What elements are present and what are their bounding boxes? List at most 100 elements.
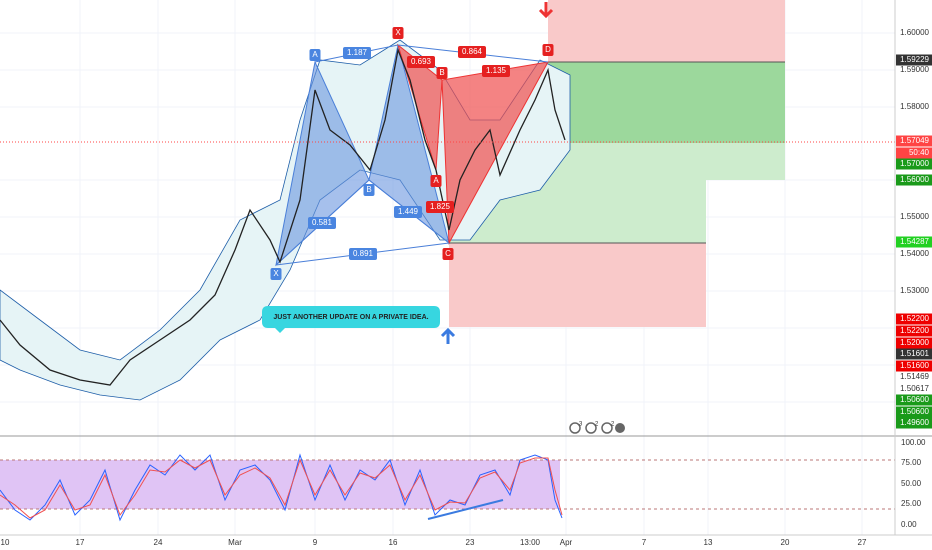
callout [262,306,440,333]
price-label: 1.56000 [900,175,929,184]
pattern-label: A [433,176,439,185]
price-label: 50:40 [909,148,930,157]
price-label: 1.57049 [900,136,929,145]
pattern-label: 1.135 [486,66,507,75]
price-label: 1.59229 [900,55,929,64]
time-label: 7 [642,538,647,547]
pattern-label-bg [426,201,454,213]
pattern-label-bg [308,217,336,229]
price-label-bg [896,147,932,159]
pattern-label-bg [436,67,448,79]
price-label: 1.52200 [900,314,929,323]
price-label: 1.53000 [900,286,929,295]
pattern-label-bg [458,46,486,58]
time-label: 10 [1,538,10,547]
pattern-label-bg [309,49,321,61]
pattern-label-bg [270,268,282,280]
event-icon [569,422,581,434]
short-target-zone [548,62,785,143]
oscillator-label: 0.00 [901,520,917,529]
price-label: 1.52200 [900,326,929,335]
short-stop-zone [548,0,785,62]
price-label-bg [896,158,932,170]
pattern-label: B [366,185,371,194]
pattern-label: 0.864 [462,47,483,56]
price-label-bg [896,135,932,147]
event-icon [585,422,597,434]
price-label: 1.58000 [900,102,929,111]
price-label: 1.57000 [900,159,929,168]
price-label: 1.51601 [900,349,929,358]
time-label: 9 [313,538,318,547]
pattern-label-bg [407,56,435,68]
divergence-line [427,499,504,520]
pattern-label-bg [442,248,454,260]
price-label: 1.59000 [900,65,929,74]
event-badge: 2 [611,422,615,428]
pattern-label: 1.187 [347,48,368,57]
oscillator-label: 50.00 [901,479,922,488]
price-label-bg [896,348,932,360]
price-label: 1.60000 [900,28,929,37]
price-label-bg [896,325,932,337]
pattern-label: 0.693 [411,57,432,66]
price-label: 1.50600 [900,407,929,416]
pattern-label-bg [349,248,377,260]
price-label: 1.50617 [900,384,929,393]
price-label: 1.54287 [900,237,929,246]
price-label-bg [896,313,932,325]
event-icon [601,422,613,434]
pattern-label-bg [542,44,554,56]
pattern-label-bg [392,27,404,39]
buy-arrow [440,327,456,344]
time-label: 23 [466,538,475,547]
pattern-label: X [395,28,401,37]
time-label: Apr [560,538,573,547]
pattern-label: 0.891 [353,249,374,258]
price-label: 1.52000 [900,338,929,347]
price-label-bg [896,337,932,349]
price-label-bg [896,406,932,418]
oscillator-label: 100.00 [901,438,926,447]
price-label: 1.51469 [900,372,929,381]
pattern-label: C [445,249,451,258]
price-label: 1.51600 [900,361,929,370]
pattern-label: 0.581 [312,218,333,227]
price-label: 1.55000 [900,212,929,221]
pattern-label: 1.449 [398,207,419,216]
oscillator-label: 75.00 [901,458,922,467]
stoch-d [0,457,563,519]
price-label-bg [896,360,932,372]
pattern-label: X [273,269,279,278]
time-label: 13:00 [520,538,541,547]
price-label: 1.54000 [900,249,929,258]
time-label: Mar [228,538,242,547]
pattern-label: 1.825 [430,202,451,211]
oscillator-label: 25.00 [901,499,922,508]
time-label: 17 [76,538,85,547]
price-label: 1.50600 [900,395,929,404]
pattern-label: D [545,45,551,54]
time-label: 20 [781,538,790,547]
long-stop-zone [449,243,706,327]
pattern-label-bg [394,206,422,218]
event-icon [615,423,625,433]
pattern-label-bg [430,175,442,187]
time-label: 24 [154,538,163,547]
time-label: 13 [704,538,713,547]
event-badge: 2 [595,422,599,428]
event-badge: 3 [579,422,583,428]
pattern-label: B [439,68,444,77]
price-label-bg [896,417,932,429]
price-label-bg [896,54,932,66]
callout-text: JUST ANOTHER UPDATE ON A PRIVATE IDEA. [273,314,428,321]
price-label-bg [896,236,932,248]
pattern-label: A [312,50,318,59]
time-label: 16 [389,538,398,547]
price-line [0,47,566,386]
price-label: 1.49600 [900,418,929,427]
price-label-bg [896,394,932,406]
price-label-bg [896,174,932,186]
pattern-label-bg [343,47,371,59]
